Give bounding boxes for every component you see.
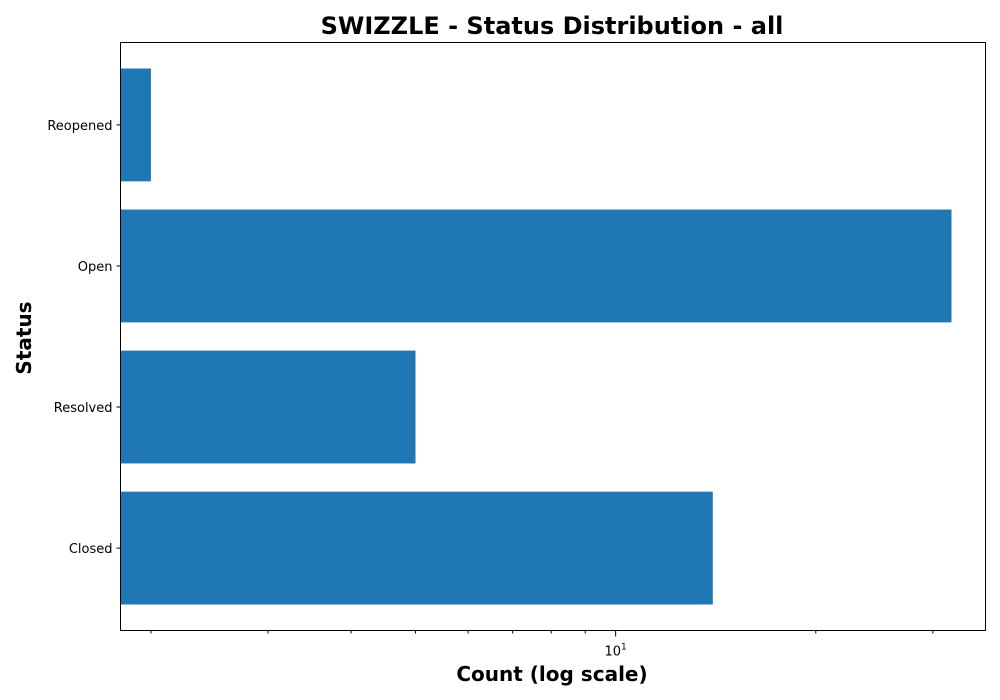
y-tick-label: Closed — [69, 542, 113, 557]
y-tick-label: Reopened — [47, 119, 112, 134]
y-axis-ticks: Reopened Open Resolved Closed — [47, 119, 121, 557]
plot-frame — [120, 42, 986, 631]
chart-title: SWIZZLE - Status Distribution - all — [321, 12, 784, 40]
bar-reopened — [120, 68, 151, 182]
bar-closed — [120, 491, 713, 605]
y-axis-label: Status — [12, 301, 36, 374]
x-tick-label: 101 — [604, 643, 626, 660]
y-tick-label: Resolved — [54, 401, 113, 416]
bar-open — [120, 209, 952, 323]
bars-group — [120, 68, 952, 605]
x-axis-ticks: 101 — [150, 630, 934, 660]
bar-resolved — [120, 350, 416, 464]
x-axis-label: Count (log scale) — [456, 662, 647, 686]
y-tick-label: Open — [78, 260, 113, 275]
